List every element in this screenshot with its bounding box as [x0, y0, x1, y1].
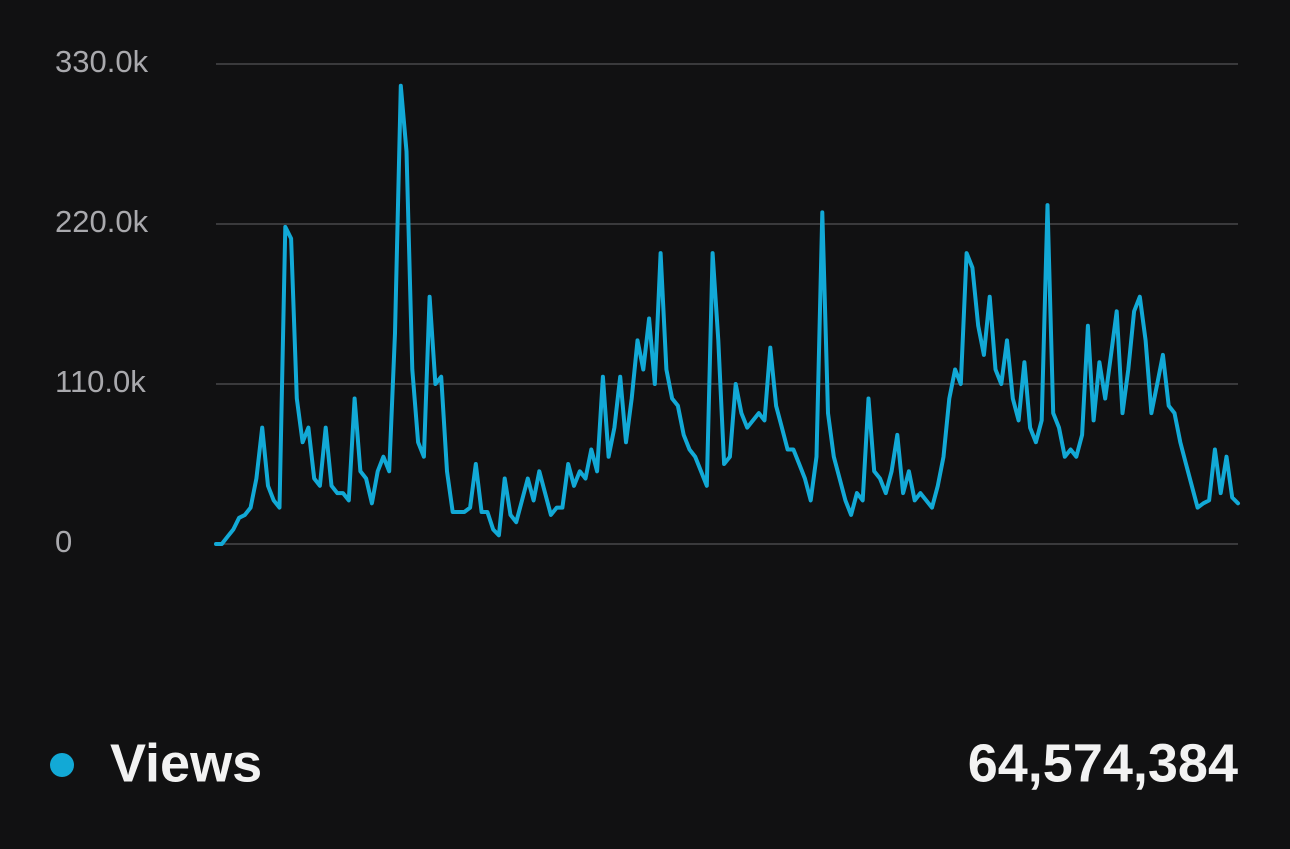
y-tick-label: 110.0k — [55, 364, 146, 399]
y-tick-label: 330.0k — [55, 44, 149, 79]
legend-label: Views — [110, 733, 262, 793]
y-tick-label: 220.0k — [55, 204, 149, 239]
y-tick-label: 0 — [55, 524, 72, 559]
total-value: 64,574,384 — [968, 733, 1238, 793]
legend-marker — [50, 753, 74, 777]
data-line — [214, 83, 1240, 546]
